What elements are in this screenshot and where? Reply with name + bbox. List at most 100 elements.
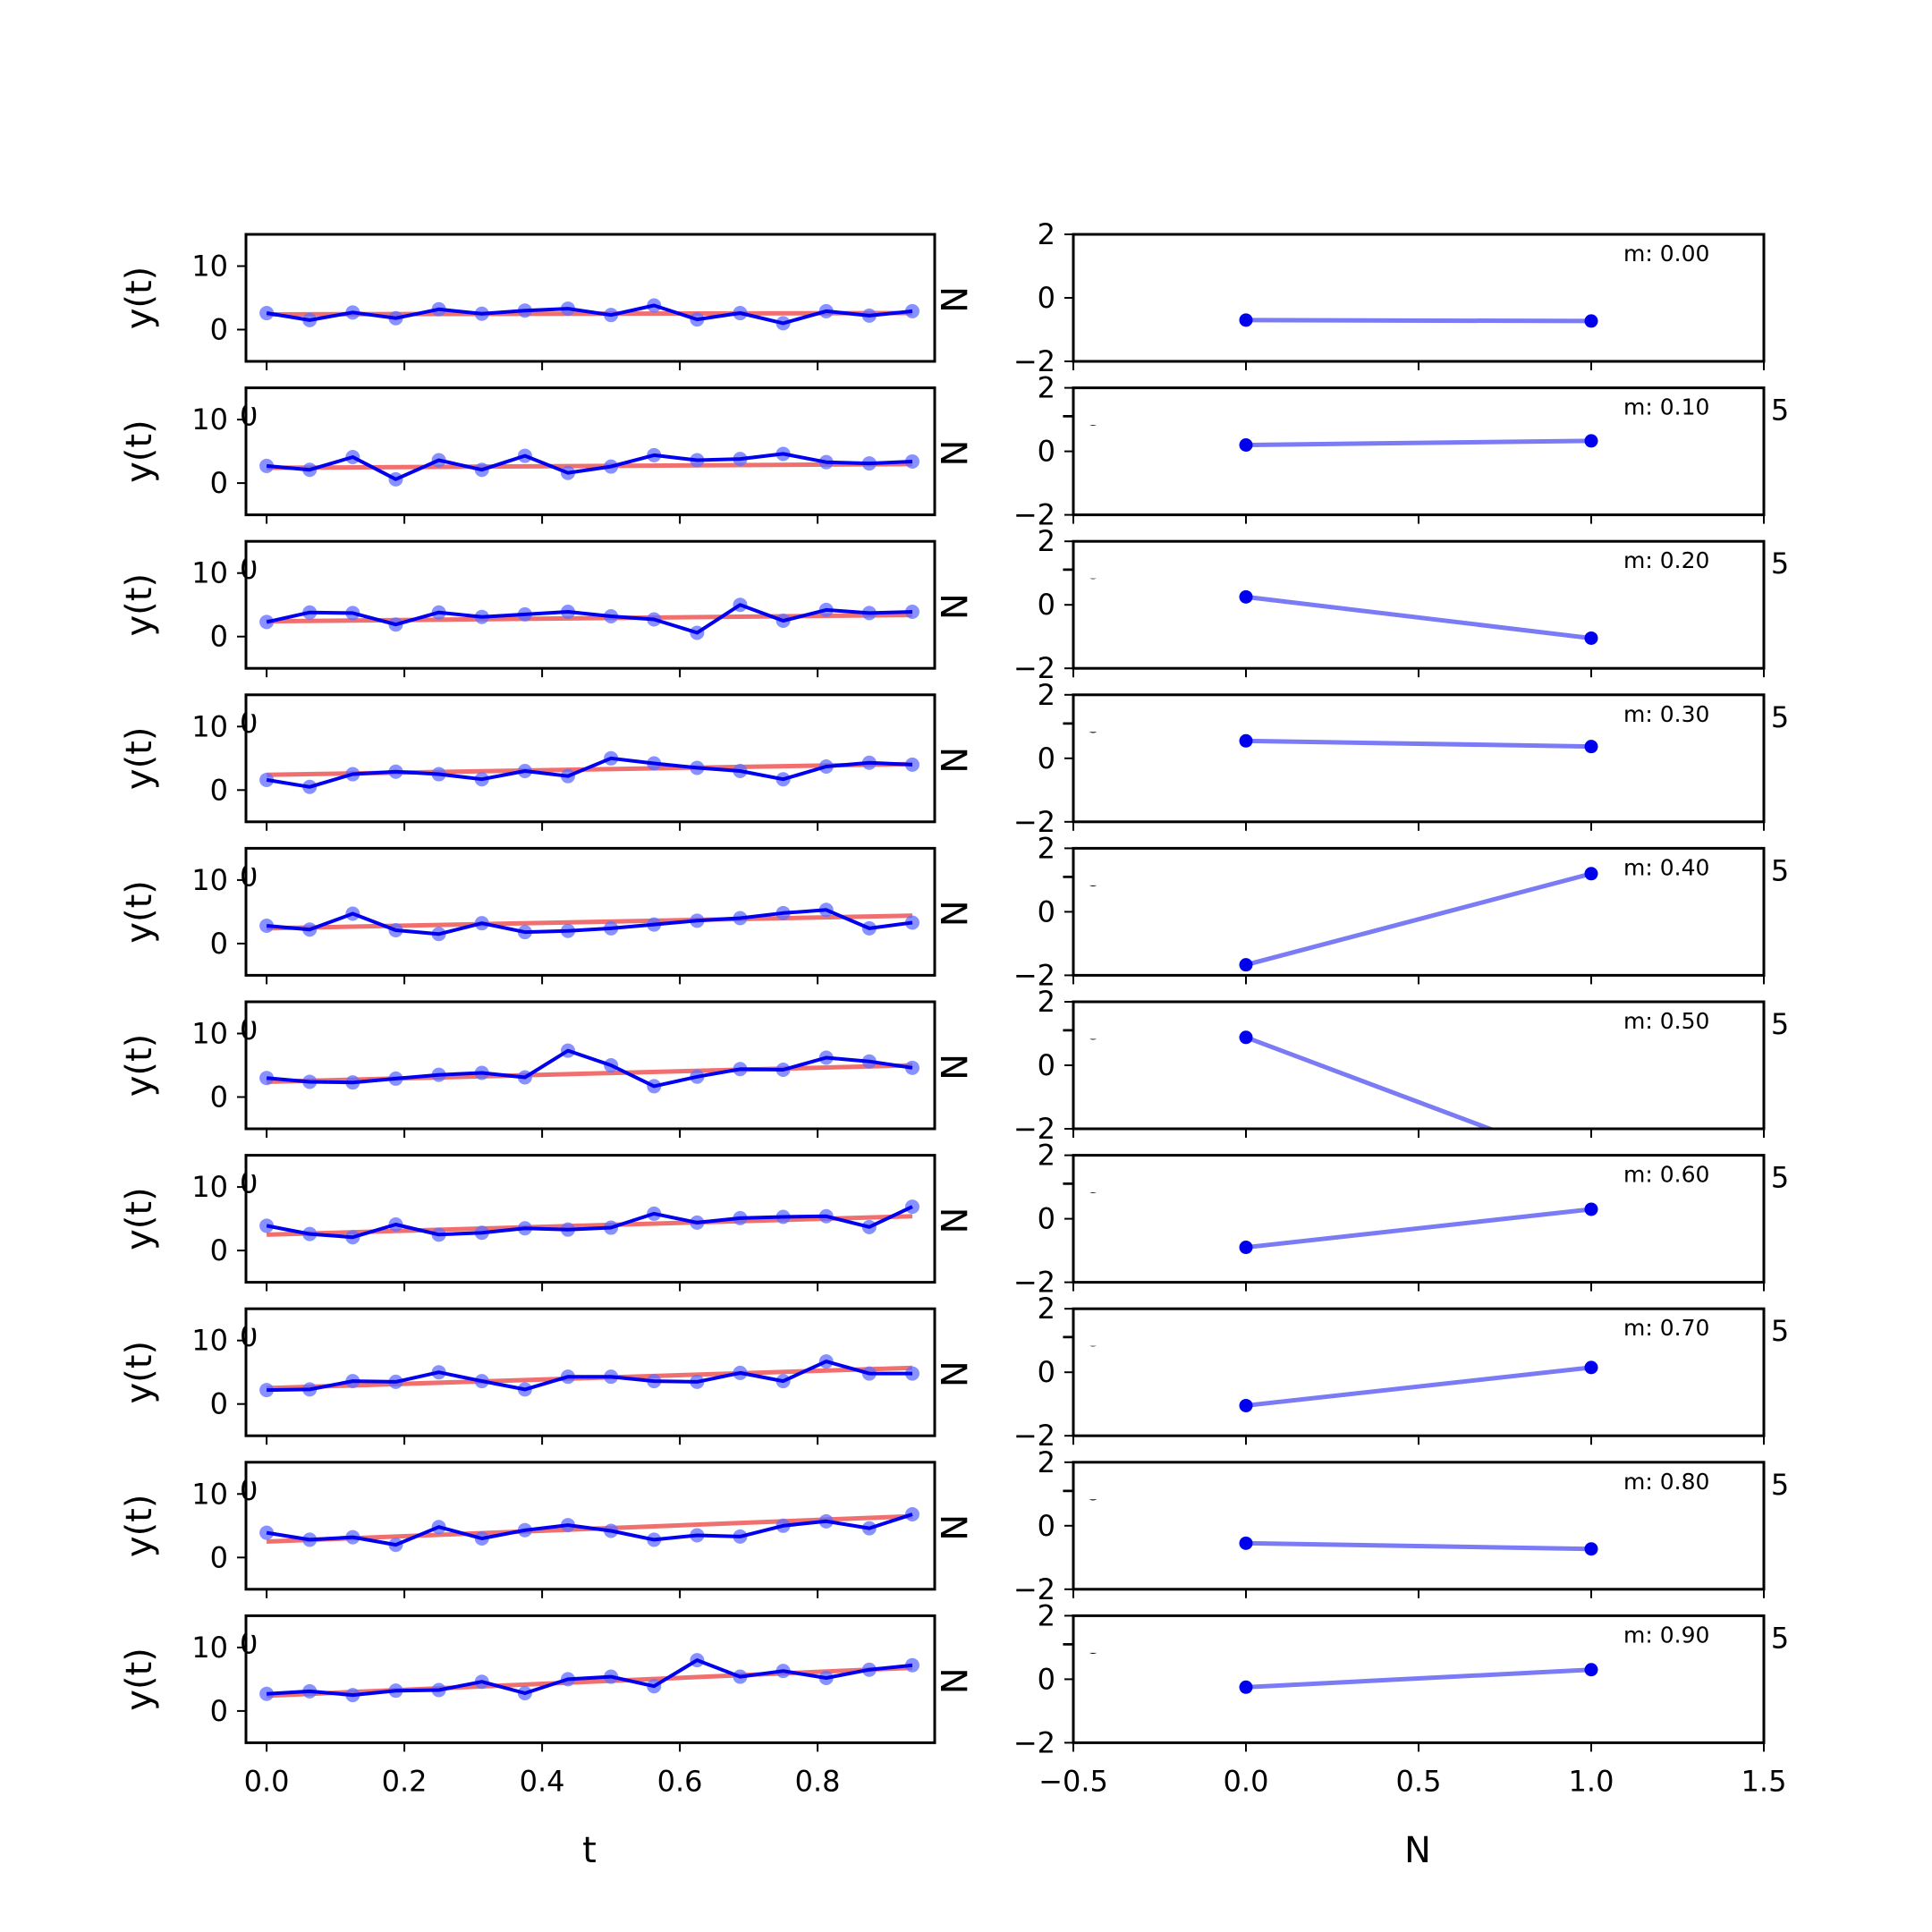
fit-line <box>267 913 913 931</box>
right-series-line <box>1245 1540 1592 1552</box>
right-series-line <box>1245 1667 1592 1690</box>
m-annotation: m: 0.70 <box>1623 1315 1709 1341</box>
right-subplot-5: −2 0 2 m: 0.40 <box>1013 831 1766 992</box>
right-data-group <box>1239 1536 1598 1556</box>
right-y-tick-label: 0 <box>1038 588 1055 622</box>
fit-line <box>267 462 912 470</box>
right-y-tick-label: 2 <box>1038 524 1055 558</box>
observed-series-line <box>266 756 913 789</box>
right-axes-frame <box>1072 386 1766 517</box>
right-subplot-9: −2 0 2 m: 0.80 <box>1013 1445 1766 1606</box>
right-y-tick-label: −2 <box>1013 1419 1055 1453</box>
left-y-tick-label: 0 <box>210 773 228 807</box>
right-point <box>1584 434 1598 448</box>
left-y-tick-label: 0 <box>210 466 228 500</box>
observed-point <box>259 1686 275 1701</box>
right-point <box>1239 589 1253 604</box>
right-y-tick-label: 2 <box>1038 1139 1055 1173</box>
left-y-axis-title: y(t) <box>119 1495 160 1558</box>
right-point <box>1239 1241 1253 1255</box>
m-annotation: m: 0.20 <box>1623 547 1709 573</box>
left-y-tick-label: 0 <box>210 1233 228 1267</box>
right-data-group <box>1239 313 1598 328</box>
right-series-line <box>1245 594 1592 640</box>
right-y-tick-label: 0 <box>1038 1662 1055 1696</box>
left-axes-frame <box>244 1154 936 1284</box>
right-y-tick-label: 0 <box>1038 435 1055 469</box>
right-series-line <box>1245 438 1592 447</box>
left-axes-frame <box>244 539 936 670</box>
left-x-axis-title: t <box>582 1830 597 1871</box>
left-axes-frame <box>244 1307 936 1437</box>
right-point <box>1239 958 1253 972</box>
right-y-tick-label: −2 <box>1013 1725 1055 1759</box>
left-y-tick-label: 0 <box>210 927 228 961</box>
left-y-tick-label: 10 <box>191 863 228 897</box>
left-y-tick-label: 0 <box>210 1694 228 1728</box>
observed-series-line <box>266 452 913 481</box>
left-x-tick-label: 0.8 <box>795 1764 841 1798</box>
right-point <box>1239 1398 1253 1412</box>
left-y-tick-label: 10 <box>191 1631 228 1665</box>
right-axes-frame <box>1072 1614 1766 1744</box>
right-y-tick-label: 0 <box>1038 1048 1055 1082</box>
right-panel-stack: −2 0 2 m: 0.00 −2 0 2 m: 0.10 −2 0 2 m: 0.20 −2 0 2 m: … <box>1013 217 1787 1798</box>
right-point <box>1584 1663 1598 1677</box>
right-data-group <box>1239 733 1598 754</box>
right-subplot-2: −2 0 2 m: 0.10 <box>1013 371 1766 532</box>
right-data-group <box>1239 1030 1496 1129</box>
clipped-tick-five: 5 <box>1771 700 1789 734</box>
m-annotation: m: 0.10 <box>1623 394 1709 420</box>
right-data-group <box>1239 867 1598 972</box>
clipped-axis-letter: N <box>932 1054 973 1080</box>
right-data-group <box>1239 589 1598 645</box>
right-axes-frame <box>1072 693 1766 824</box>
left-y-tick-label: 10 <box>191 1324 228 1358</box>
observed-series-line <box>266 303 913 326</box>
left-subplot-1: 0 10 y(t) <box>119 233 936 370</box>
right-x-tick-label: −0.5 <box>1038 1764 1108 1798</box>
clipped-tick-five: 5 <box>1771 1621 1789 1655</box>
right-point <box>1584 1360 1598 1375</box>
left-y-tick-label: 10 <box>191 709 228 743</box>
left-y-axis-title: y(t) <box>119 419 160 483</box>
right-point <box>1584 314 1598 328</box>
right-axes-frame <box>1072 1000 1766 1131</box>
right-subplot-1: −2 0 2 m: 0.00 <box>1013 217 1766 378</box>
left-y-tick-label: 0 <box>210 620 228 654</box>
left-subplot-9: 0 10 y(t) <box>119 1461 936 1598</box>
left-axes-frame <box>244 846 936 977</box>
right-subplot-3: −2 0 2 m: 0.20 <box>1013 524 1766 685</box>
right-y-tick-label: 2 <box>1038 985 1055 1019</box>
right-x-tick-label: 1.5 <box>1741 1764 1787 1798</box>
right-point <box>1584 867 1598 881</box>
observed-series-line <box>267 1360 912 1393</box>
clipped-axis-letter: N <box>932 1514 973 1541</box>
left-y-axis-title: y(t) <box>119 267 160 330</box>
clipped-axis-letter: N <box>932 747 973 774</box>
left-axes-frame <box>244 693 936 824</box>
left-y-tick-label: 10 <box>191 556 228 590</box>
fit-line <box>267 1063 913 1084</box>
left-y-tick-label: 0 <box>210 1080 228 1114</box>
left-y-tick-label: 10 <box>191 250 228 284</box>
right-y-tick-label: −2 <box>1013 651 1055 685</box>
right-y-tick-label: 0 <box>1038 1202 1055 1236</box>
right-y-tick-label: −2 <box>1013 1112 1055 1146</box>
right-y-tick-label: 2 <box>1038 1292 1055 1326</box>
right-y-tick-label: 0 <box>1038 1509 1055 1543</box>
right-series-line <box>1245 871 1592 968</box>
right-data-group <box>1239 1202 1598 1255</box>
right-subplot-8: −2 0 2 m: 0.70 <box>1013 1292 1766 1453</box>
left-subplot-4: 0 10 y(t) <box>119 693 936 831</box>
left-x-tick-label: 0.6 <box>657 1764 703 1798</box>
left-axes-frame <box>244 1614 936 1744</box>
right-series-line <box>1245 1035 1496 1129</box>
right-point <box>1239 438 1253 452</box>
right-y-tick-label: 2 <box>1038 678 1055 712</box>
left-x-tick-label: 0.4 <box>520 1764 565 1798</box>
right-point <box>1584 631 1598 645</box>
overlap-artifacts: NN−005N−005N−005N−005N−005N−005N−005N−00… <box>240 235 1789 1724</box>
left-y-axis-title: y(t) <box>119 1341 160 1404</box>
left-subplot-5: 0 10 y(t) <box>119 846 936 985</box>
